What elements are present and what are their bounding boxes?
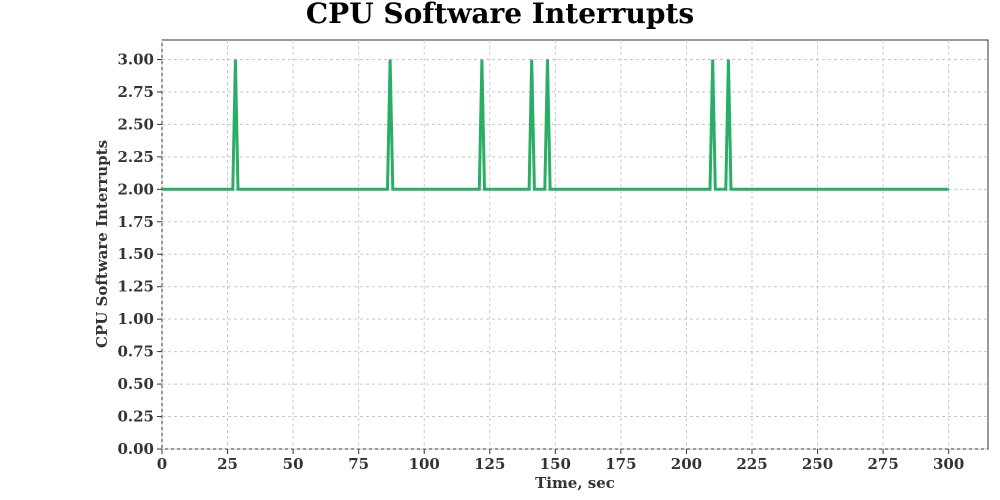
x-axis-label: Time, sec	[535, 474, 615, 492]
series-group	[162, 59, 949, 191]
y-tick-label: 3.00	[117, 50, 154, 68]
y-tick-label: 2.50	[117, 115, 154, 133]
y-tick-label: 2.25	[117, 148, 154, 166]
y-axis-label: CPU Software Interrupts	[93, 140, 111, 348]
y-tick-label: 0.50	[117, 375, 154, 393]
x-tick-label: 150	[540, 455, 571, 473]
series-line	[162, 59, 949, 191]
x-tick-label: 175	[605, 455, 636, 473]
x-grid	[161, 40, 950, 449]
x-tick-label: 75	[348, 455, 369, 473]
x-tick-label: 100	[409, 455, 440, 473]
x-tick-label: 275	[867, 455, 898, 473]
y-tick-label: 1.00	[117, 310, 154, 328]
x-tick-label: 250	[802, 455, 833, 473]
x-axis: 0 25 50 75 100 125 150 175 200 225 250 275 300	[157, 449, 964, 473]
y-tick-label: 0.00	[117, 440, 154, 458]
x-tick-label: 125	[474, 455, 505, 473]
y-tick-label: 1.25	[117, 278, 154, 296]
x-tick-label: 25	[217, 455, 238, 473]
y-tick-label: 2.00	[117, 180, 154, 198]
y-tick-label: 0.75	[117, 343, 154, 361]
y-tick-label: 0.25	[117, 408, 154, 426]
x-tick-label: 300	[933, 455, 964, 473]
y-axis: 0.00 0.25 0.50 0.75 1.00 1.25 1.50 1.75 2.00 2.25…	[117, 50, 162, 458]
y-tick-label: 1.50	[117, 245, 154, 263]
y-tick-label: 2.75	[117, 83, 154, 101]
chart-title: CPU Software Interrupts	[306, 0, 694, 30]
x-tick-label: 0	[157, 455, 167, 473]
x-tick-label: 225	[736, 455, 767, 473]
x-tick-label: 50	[283, 455, 304, 473]
x-tick-label: 200	[671, 455, 702, 473]
plot-area	[161, 39, 989, 450]
y-tick-label: 1.75	[117, 213, 154, 231]
